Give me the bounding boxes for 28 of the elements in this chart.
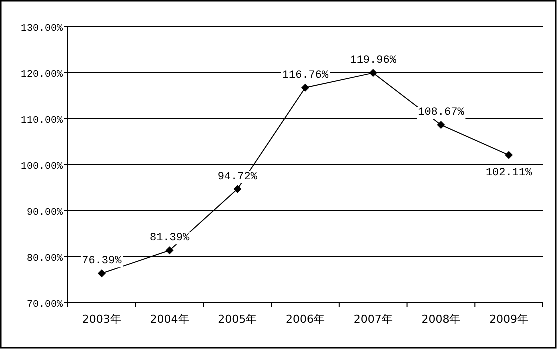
x-tick-label: 2004年 [150,313,190,326]
x-tick-label: 2003年 [82,313,122,326]
x-tick-label: 2007年 [354,313,393,326]
y-tick-label: 130.00% [20,24,63,35]
point [369,69,378,78]
data-label: 94.72% [218,171,258,184]
point [166,246,174,255]
point [505,151,514,160]
y-tick-label: 80.00% [26,254,63,265]
data-label: 116.76% [282,70,329,82]
data-label: 108.67% [418,107,465,120]
y-tick-label: 120.00% [20,70,63,81]
point [437,121,446,130]
point [98,270,106,278]
y-tick-label: 70.00% [26,300,63,311]
data-label: 76.39% [82,256,122,268]
data-label: 119.96% [350,55,397,68]
x-tick-label: 2008年 [422,313,461,326]
data-label: 102.11% [486,167,533,180]
point [234,185,242,194]
x-tick-label: 2006年 [286,313,325,326]
y-tick-label: 100.00% [20,162,63,173]
x-tick-label: 2009年 [490,313,529,326]
x-tick-label: 2005年 [218,313,258,326]
data-label: 81.39% [150,232,190,245]
point [302,84,310,92]
y-tick-label: 90.00% [26,208,63,219]
y-tick-label: 110.00% [20,116,63,127]
